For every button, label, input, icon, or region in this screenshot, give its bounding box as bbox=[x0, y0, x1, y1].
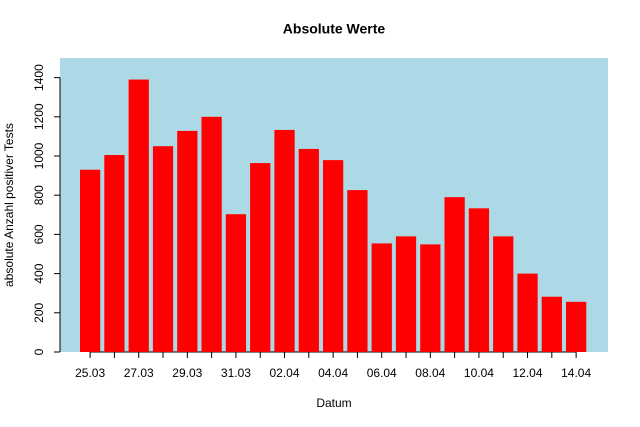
bar bbox=[274, 129, 295, 352]
bar bbox=[225, 214, 247, 352]
x-tick-label: 10.04 bbox=[464, 366, 494, 380]
y-tick-label: 800 bbox=[32, 185, 46, 205]
bar bbox=[566, 301, 587, 352]
x-tick-label: 12.04 bbox=[513, 366, 543, 380]
x-tick-label: 29.03 bbox=[172, 366, 202, 380]
x-tick-label: 31.03 bbox=[221, 366, 251, 380]
bar bbox=[298, 148, 319, 352]
bar bbox=[468, 208, 490, 352]
y-tick-label: 1000 bbox=[32, 142, 46, 169]
bar bbox=[323, 160, 344, 352]
bar bbox=[177, 130, 198, 352]
bar bbox=[152, 146, 174, 352]
bar bbox=[371, 243, 392, 352]
bar bbox=[444, 197, 465, 352]
y-tick-label: 600 bbox=[32, 224, 46, 244]
bar bbox=[201, 116, 222, 352]
x-tick-label: 08.04 bbox=[415, 366, 445, 380]
x-tick-label: 14.04 bbox=[561, 366, 591, 380]
bar bbox=[493, 236, 514, 352]
bar bbox=[80, 169, 101, 352]
bar bbox=[420, 244, 441, 352]
bar bbox=[104, 155, 125, 352]
chart-title: Absolute Werte bbox=[283, 21, 386, 37]
x-axis-label: Datum bbox=[316, 396, 351, 410]
bar bbox=[517, 273, 538, 352]
bar bbox=[128, 79, 149, 352]
x-tick-label: 25.03 bbox=[75, 366, 105, 380]
y-tick-label: 1200 bbox=[32, 103, 46, 130]
bar bbox=[347, 190, 368, 352]
x-tick-label: 06.04 bbox=[367, 366, 397, 380]
y-tick-label: 200 bbox=[32, 302, 46, 322]
bar bbox=[541, 296, 562, 352]
y-tick-label: 0 bbox=[32, 348, 46, 355]
y-axis-label: absolute Anzahl positiver Tests bbox=[2, 123, 16, 287]
y-tick-label: 1400 bbox=[32, 64, 46, 91]
bar bbox=[395, 236, 417, 352]
bar bbox=[250, 163, 271, 352]
x-tick-label: 02.04 bbox=[270, 366, 300, 380]
x-tick-label: 27.03 bbox=[124, 366, 154, 380]
y-tick-label: 400 bbox=[32, 263, 46, 283]
x-tick-label: 04.04 bbox=[318, 366, 348, 380]
